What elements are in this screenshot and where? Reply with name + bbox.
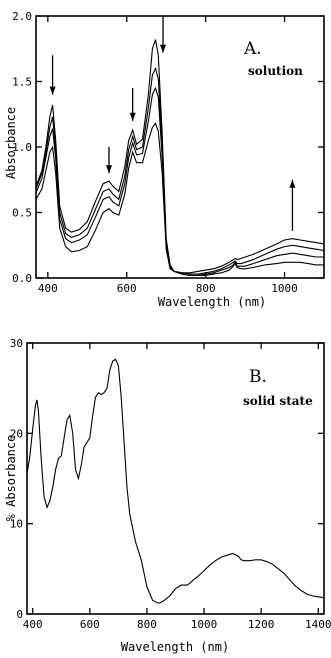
panel-b-y-tick-label: 10 bbox=[10, 518, 23, 531]
panel-b-x-tick-label: 600 bbox=[80, 618, 100, 631]
panel-a-y-axis-title: Absorbance bbox=[4, 107, 18, 179]
arrow-up-head-icon bbox=[289, 179, 296, 188]
panel-b-x-tick-label: 1000 bbox=[191, 618, 218, 631]
panel-a-chart: 400 600 800 1000 0.0 0.5 1.0 1.5 2.0 A. solution… bbox=[4, 10, 325, 309]
panel-b-y-tick-label: 30 bbox=[10, 337, 23, 350]
arrow-down-head-icon bbox=[129, 112, 136, 121]
panel-b-plot-area bbox=[26, 342, 325, 615]
panel-b-y-tick-label: 20 bbox=[10, 427, 23, 440]
panel-a-spectrum-line-4 bbox=[35, 122, 325, 274]
panel-a-x-tick-label: 1000 bbox=[271, 282, 298, 295]
panel-b-frame bbox=[26, 342, 325, 615]
panel-a-x-tick-label: 400 bbox=[38, 282, 58, 295]
panel-b-x-tick-label: 1400 bbox=[305, 618, 331, 631]
panel-a-frame bbox=[35, 15, 325, 279]
panel-a-letter: A. bbox=[243, 39, 262, 59]
panel-b-x-tick-label: 800 bbox=[137, 618, 157, 631]
arrow-down-head-icon bbox=[160, 44, 166, 53]
panel-b-y-tick-label: 0 bbox=[16, 608, 23, 621]
panel-b-spectrum-line-1 bbox=[26, 358, 325, 604]
panel-a-y-tick-label: 1.5 bbox=[12, 76, 32, 89]
panel-a-y-tick-label: 1.0 bbox=[12, 141, 32, 154]
panel-b-chart: 400 600 800 1000 1200 1400 0 10 20 30 B. solid st… bbox=[4, 337, 331, 654]
panel-b-x-axis-title: Wavelength (nm) bbox=[121, 640, 229, 654]
panel-b-series bbox=[26, 358, 325, 604]
panel-a-arrows bbox=[49, 16, 296, 231]
panel-b-y-axis-title: % Absorbance bbox=[4, 435, 18, 522]
panel-a-spectrum-line-2 bbox=[35, 66, 324, 276]
panel-a-x-tick-label: 600 bbox=[117, 282, 137, 295]
panel-a-plot-area bbox=[35, 15, 325, 279]
arrow-down-head-icon bbox=[49, 86, 56, 95]
panel-a-x-axis-title: Wavelength (nm) bbox=[158, 295, 266, 309]
panel-b-annotation: solid state bbox=[243, 394, 313, 408]
panel-a-y-tick-label: 0.0 bbox=[12, 272, 32, 285]
panel-a-x-tick-label: 800 bbox=[196, 282, 216, 295]
panel-a-y-tick-label: 2.0 bbox=[12, 10, 32, 23]
panel-b-x-tick-label: 400 bbox=[23, 618, 43, 631]
panel-a-spectrum-line-3 bbox=[35, 86, 325, 275]
panel-b-x-tick-label: 1200 bbox=[248, 618, 275, 631]
panel-b-letter: B. bbox=[249, 367, 267, 387]
panel-a-ticks: 400 600 800 1000 0.0 0.5 1.0 1.5 2.0 bbox=[12, 10, 324, 295]
panel-b-ticks: 400 600 800 1000 1200 1400 0 10 20 30 bbox=[10, 337, 331, 631]
panel-a-series bbox=[35, 39, 325, 276]
panel-a-annotation: solution bbox=[248, 64, 303, 78]
arrow-down-head-icon bbox=[106, 165, 112, 174]
panel-a-spectrum-line-1 bbox=[35, 39, 324, 276]
panel-a-y-tick-label: 0.5 bbox=[12, 207, 32, 220]
